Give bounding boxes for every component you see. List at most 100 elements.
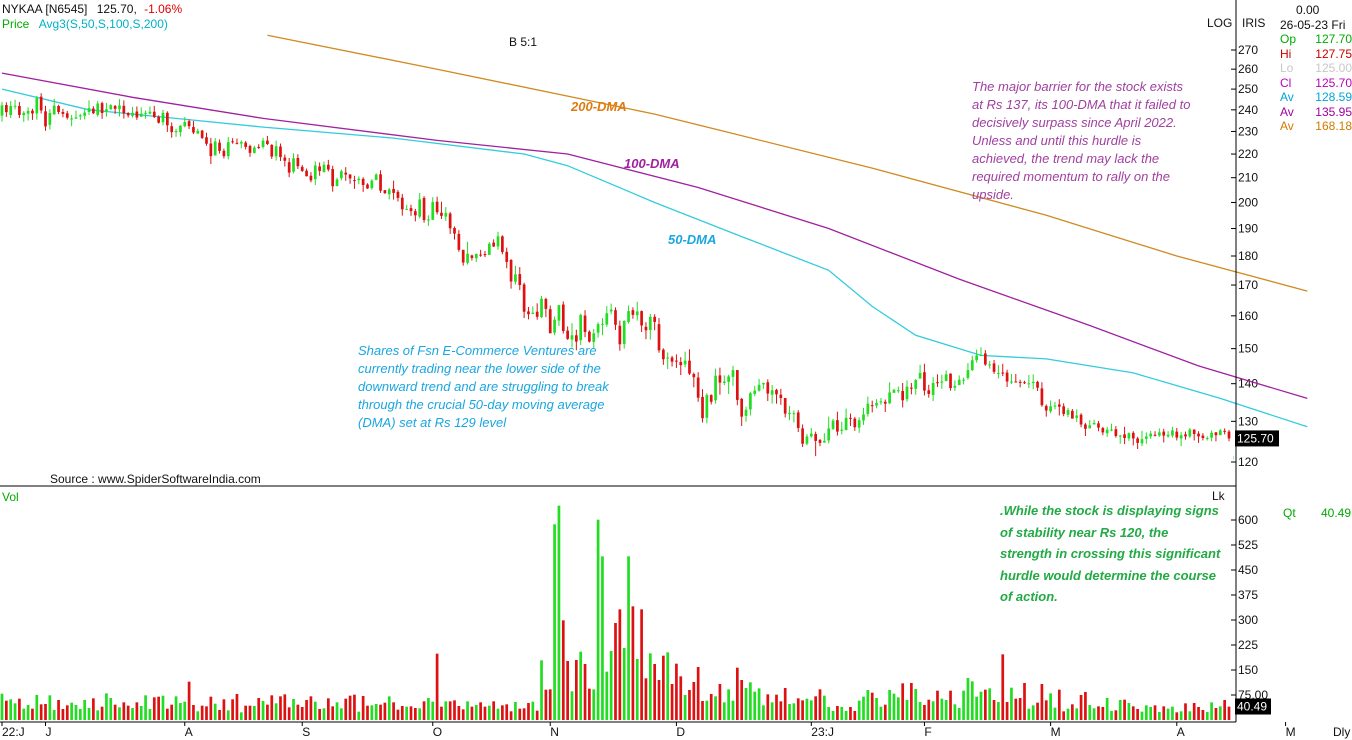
volume-bar <box>875 698 878 720</box>
last-volume-box <box>1235 698 1271 715</box>
volume-bar <box>1062 711 1066 720</box>
volume-bar <box>561 620 565 720</box>
volume-bar <box>762 705 765 720</box>
candle-body <box>796 412 800 429</box>
price-tick-label: 230 <box>1238 124 1258 138</box>
volume-bar <box>361 696 365 720</box>
price-axis-ticks: 120 130 140 150 160 170 180 190 200 210 220 230 240 2… <box>1231 43 1258 469</box>
candle-body <box>614 310 617 325</box>
candle-body <box>962 379 965 381</box>
volume-bar <box>870 692 874 720</box>
candle-body <box>588 331 591 342</box>
candle-body <box>722 381 726 383</box>
candle-body <box>335 179 339 186</box>
volume-bar <box>448 701 452 720</box>
candle-body <box>792 413 796 415</box>
volume-bar <box>126 705 130 720</box>
candle-body <box>479 254 482 256</box>
candle-body <box>992 363 996 372</box>
volume-bar <box>65 705 69 720</box>
candle-body <box>1044 405 1048 411</box>
volume-bar <box>487 705 491 720</box>
volume-bar <box>392 702 395 720</box>
candle-body <box>666 357 670 359</box>
candle-body <box>1097 423 1100 428</box>
volume-bar <box>705 700 709 720</box>
candle-body <box>26 110 30 114</box>
candle-body <box>431 201 435 220</box>
x-tick-label: O <box>433 725 442 739</box>
volume-bar <box>435 653 439 720</box>
volume-bar <box>474 705 478 720</box>
volume-bar <box>735 667 739 720</box>
candle-body <box>414 211 417 216</box>
candle-body <box>931 382 935 396</box>
candle-body <box>775 389 778 395</box>
candle-body <box>61 111 65 114</box>
volume-bar <box>492 701 496 720</box>
candle-body <box>596 324 600 333</box>
candle-body <box>640 311 643 326</box>
volume-bar <box>918 702 922 720</box>
volume-bar <box>461 709 465 720</box>
candle-body <box>1066 410 1070 415</box>
candle-body <box>740 398 744 417</box>
volume-bar <box>1092 708 1096 720</box>
candle-body <box>157 116 160 123</box>
candle-body <box>1001 372 1005 374</box>
candle-body <box>705 395 709 418</box>
volume-bar <box>936 690 939 720</box>
volume-bar <box>187 681 191 720</box>
volume-bar <box>588 688 591 720</box>
volume-bar <box>997 702 1000 720</box>
volume-bar <box>1127 703 1131 720</box>
candle-body <box>466 253 469 263</box>
candle-body <box>557 305 561 321</box>
candle-body <box>405 208 408 210</box>
volume-bar <box>379 704 382 720</box>
volume-bar <box>1118 700 1122 720</box>
volume-bar <box>788 704 791 720</box>
volume-bar <box>348 695 352 720</box>
volume-bar <box>1053 707 1057 720</box>
candle-body <box>949 373 952 389</box>
volume-bar <box>1079 695 1083 720</box>
candle-body <box>1131 432 1135 439</box>
interval-label: Dly <box>1333 725 1351 739</box>
price-tick-label: 200 <box>1238 195 1258 209</box>
candle-body <box>814 433 817 441</box>
candle-body <box>1192 429 1196 434</box>
volume-bar <box>357 711 361 720</box>
candle-body <box>696 377 700 398</box>
candle-body <box>435 201 439 213</box>
candle-body <box>631 310 635 315</box>
last-volume-label: 40.49 <box>1237 700 1267 714</box>
volume-bar <box>322 708 326 720</box>
candle-body <box>179 125 182 133</box>
candle-body <box>361 178 365 185</box>
candle-body <box>735 370 739 400</box>
volume-bar <box>26 705 30 720</box>
candle-body <box>1179 435 1183 439</box>
volume-bar <box>670 684 674 720</box>
candle-body <box>313 165 317 180</box>
candle-body <box>840 429 844 431</box>
volume-bar <box>675 663 678 720</box>
candle-body <box>379 174 382 191</box>
candle-body <box>601 323 604 325</box>
split-note: B 5:1 <box>509 35 538 49</box>
volume-bar <box>1088 705 1092 720</box>
candle-body <box>200 130 204 138</box>
price-tick-label: 150 <box>1238 342 1258 356</box>
volume-bar <box>218 710 221 720</box>
volume-bar <box>883 704 887 720</box>
volume-bar <box>644 678 648 720</box>
candle-body <box>1053 405 1057 407</box>
candle-body <box>344 172 348 175</box>
candle-body <box>618 325 622 345</box>
volume-bar <box>309 696 313 720</box>
volume-bar <box>470 706 474 720</box>
volume-bar <box>396 709 400 720</box>
candle-body <box>527 311 530 315</box>
candle-body <box>1075 415 1079 418</box>
